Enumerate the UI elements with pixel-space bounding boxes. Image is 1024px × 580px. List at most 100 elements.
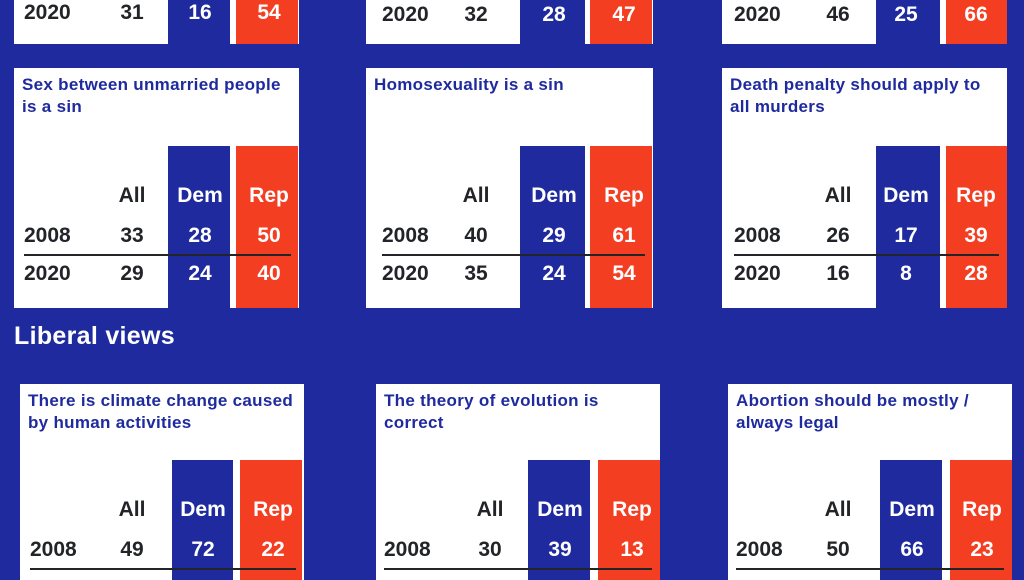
cell-year: 2020	[734, 3, 781, 26]
data-cell-dem: 39	[548, 538, 572, 561]
dem-column	[520, 146, 585, 308]
data-cell-all: 40	[464, 224, 488, 247]
data-cell-rep: 61	[612, 224, 636, 247]
column-header-rep: Rep	[962, 498, 1002, 521]
column-header-dem: Dem	[537, 498, 583, 521]
column-header-all: All	[476, 498, 504, 521]
row-year: 2020	[382, 262, 429, 285]
cell-rep: 54	[257, 1, 281, 24]
column-header-rep: Rep	[612, 498, 652, 521]
bubble-tail	[738, 458, 764, 480]
results-table: All Dem Rep 2008 50 66 23	[728, 460, 1012, 580]
dem-column	[168, 0, 230, 44]
row-divider	[734, 254, 999, 256]
data-cell-all: 33	[120, 224, 144, 247]
data-cell-all: 16	[826, 262, 850, 285]
row-divider	[382, 254, 645, 256]
question-title: Sex between unmarried people is a sin	[22, 75, 281, 116]
cell-all: 32	[464, 3, 488, 26]
column-header-dem: Dem	[180, 498, 226, 521]
data-cell-all: 50	[826, 538, 850, 561]
data-cell-dem: 28	[188, 224, 212, 247]
question-title: Abortion should be mostly / always legal	[736, 391, 969, 432]
question-bubble: Death penalty should apply to all murder…	[722, 68, 1007, 146]
results-table: All Dem Rep 2008 49 72 22	[20, 460, 304, 580]
data-cell-all: 29	[120, 262, 144, 285]
question-title: Death penalty should apply to all murder…	[730, 75, 981, 116]
row-year: 2008	[382, 224, 429, 247]
results-table: All Dem Rep 2008 26 17 39 2020 16 8 28	[722, 146, 1007, 308]
column-header-dem: Dem	[177, 184, 223, 207]
data-cell-dem: 17	[894, 224, 918, 247]
question-card-1: Sex between unmarried people is a sin All…	[14, 68, 299, 308]
data-cell-all: 26	[826, 224, 850, 247]
cell-all: 31	[120, 1, 144, 24]
row-year: 2008	[736, 538, 783, 561]
question-title: There is climate change caused by human …	[28, 391, 294, 432]
question-bubble: The theory of evolution is correct	[376, 384, 660, 460]
bubble-tail	[732, 144, 758, 166]
cell-dem: 16	[188, 1, 212, 24]
results-table: All Dem Rep 2008 33 28 50 2020 29 24 40	[14, 146, 299, 308]
row-divider	[24, 254, 291, 256]
data-cell-dem: 72	[191, 538, 215, 561]
column-header-all: All	[118, 184, 146, 207]
dem-column	[876, 146, 940, 308]
rep-column	[240, 460, 302, 580]
question-card-2: Homosexuality is a sin All Dem Rep 2008 40 29 6…	[366, 68, 653, 308]
cell-dem: 28	[542, 3, 566, 26]
section-title: Liberal views	[14, 322, 175, 350]
column-header-rep: Rep	[604, 184, 644, 207]
cell-dem: 25	[894, 3, 918, 26]
rep-column	[590, 0, 652, 44]
question-bubble: Abortion should be mostly / always legal	[728, 384, 1012, 460]
column-header-all: All	[118, 498, 146, 521]
cell-rep: 66	[964, 3, 988, 26]
bubble-tail	[386, 458, 412, 480]
results-table: All Dem Rep 2008 30 39 13	[376, 460, 660, 580]
results-table: All Dem Rep 2008 40 29 61 2020 35 24 54	[366, 146, 653, 308]
bubble-tail	[376, 144, 402, 166]
data-cell-rep: 23	[970, 538, 994, 561]
data-cell-dem: 24	[188, 262, 212, 285]
question-card-4: There is climate change caused by human …	[20, 384, 304, 580]
rep-column	[590, 146, 652, 308]
question-bubble: There is climate change caused by human …	[20, 384, 304, 460]
bubble-tail	[30, 458, 56, 480]
data-cell-rep: 54	[612, 262, 636, 285]
column-header-all: All	[824, 184, 852, 207]
dem-column	[168, 146, 230, 308]
question-card-3: Death penalty should apply to all murder…	[722, 68, 1007, 308]
question-title: Homosexuality is a sin	[374, 75, 564, 94]
row-divider	[384, 568, 652, 570]
question-title: The theory of evolution is correct	[384, 391, 599, 432]
row-year: 2020	[734, 262, 781, 285]
column-header-dem: Dem	[889, 498, 935, 521]
row-divider	[736, 568, 1004, 570]
data-cell-all: 35	[464, 262, 488, 285]
table-partial-2: 2020 32 28 47	[366, 0, 653, 44]
table-partial-1: 2020 31 16 54	[14, 0, 299, 44]
column-header-rep: Rep	[249, 184, 289, 207]
data-cell-all: 49	[120, 538, 144, 561]
data-cell-dem: 8	[900, 262, 912, 285]
data-cell-all: 30	[478, 538, 502, 561]
cell-year: 2020	[382, 3, 429, 26]
column-header-dem: Dem	[883, 184, 929, 207]
data-cell-rep: 40	[257, 262, 281, 285]
question-bubble: Homosexuality is a sin	[366, 68, 653, 146]
column-header-dem: Dem	[531, 184, 577, 207]
rep-column	[236, 0, 298, 44]
data-cell-rep: 22	[261, 538, 285, 561]
question-bubble: Sex between unmarried people is a sin	[14, 68, 299, 146]
cell-year: 2020	[24, 1, 71, 24]
column-header-all: All	[462, 184, 490, 207]
column-header-all: All	[824, 498, 852, 521]
cell-rep: 47	[612, 3, 636, 26]
column-header-rep: Rep	[956, 184, 996, 207]
rep-column	[598, 460, 660, 580]
bubble-tail	[24, 144, 50, 166]
data-cell-rep: 39	[964, 224, 988, 247]
row-year: 2020	[24, 262, 71, 285]
rep-column	[950, 460, 1012, 580]
